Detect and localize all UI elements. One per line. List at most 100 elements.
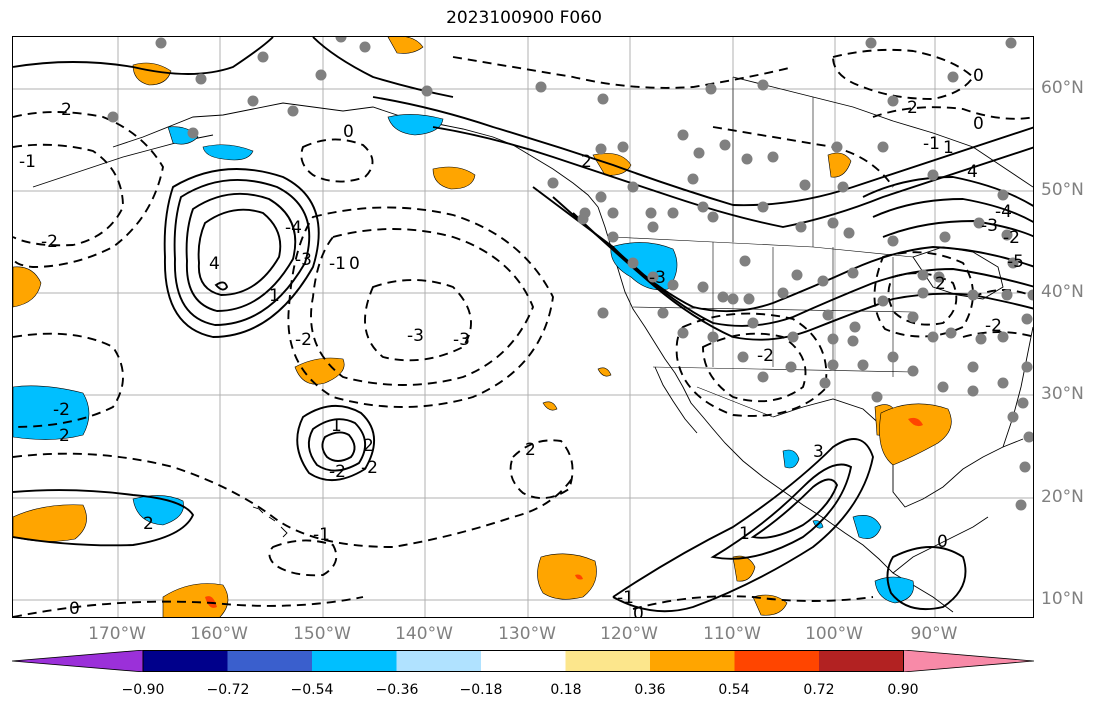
contour-label: -1 [923,134,940,154]
station-dot [647,271,659,283]
station-dot [1021,361,1033,373]
contour-label: 0 [973,114,984,134]
station-dot [767,151,779,163]
contour-label: 0 [937,532,948,552]
station-dot [827,217,839,229]
station-dot [791,269,803,281]
contour-label: 2 [143,514,154,534]
station-dot [627,181,639,193]
contour-label: -2 [361,458,378,478]
map-panel: 2 -1 -2 -4 4 -3 -1 0 -2 1 2 -3 -3 0 -2 2 -2 -2 1 2 2 -1 0 -1 0 1 3… [12,36,1034,618]
station-dot [973,217,985,229]
neg-region-alaska [387,114,444,136]
positive-contours [13,37,1033,613]
station-dot [997,377,1009,389]
colorbar-tick-label: 0.72 [803,682,835,698]
contour-labels: 2-1-2-44 -3 -1 0-212-3 -30-22-2-2122-10-1013… [19,66,1024,617]
pos-region-pacific2 [542,401,558,411]
station-dot [705,83,717,95]
station-dot [595,191,607,203]
station-dot [257,51,269,63]
station-dot [927,169,939,181]
colorbar-segment [650,650,735,672]
station-dot [917,287,929,299]
lon-label: 120°W [600,624,658,644]
colorbar-segment [734,650,820,672]
station-dot [927,331,939,343]
pos-region-bc [432,166,476,190]
contour-label: -2 [1003,228,1020,248]
contour-label: -1 [313,525,330,545]
strong-pos-tropics2 [575,574,583,580]
station-dot [1001,289,1013,301]
contour-label: -1 [329,254,346,274]
neg-region-rockies [610,242,678,291]
station-dot [627,257,639,269]
station-dot [757,371,769,383]
lon-label: 170°W [88,624,146,644]
pos-region-ak2 [387,37,424,54]
colorbar-tick-label: −0.36 [375,682,419,698]
station-dot [707,211,719,223]
station-dot [1017,397,1029,409]
station-dot [1023,431,1033,443]
station-dot [647,221,659,233]
station-dot [997,189,1009,201]
contour-label: 2 [935,274,946,294]
lon-label: 130°W [498,624,556,644]
station-dot [421,85,433,97]
pos-region-left [13,266,42,308]
strong-pos-fl [908,417,923,427]
coastlines [32,76,1033,613]
contour-label: 1 [269,286,280,306]
contour-label: -4 [285,218,302,238]
colorbar-tick-label: −0.72 [206,682,250,698]
station-dot [607,207,619,219]
station-dot [933,271,945,283]
colorbar-segment [227,650,313,672]
contour-label: 2 [363,436,374,456]
contour-label: -4 [995,202,1012,222]
neg-region-gulf2 [202,144,254,161]
station-dot [877,295,889,307]
map-title: 2023100900 F060 [446,8,602,28]
station-dot [777,287,789,299]
neg-region-ca1 [852,515,882,539]
colorbar-segment [312,650,397,672]
station-dot [967,361,979,373]
station-dot [1007,257,1019,269]
station-dot [819,377,831,389]
station-dot [843,227,855,239]
contour-label: 3 [813,442,824,462]
station-dot [1007,411,1019,423]
contour-label: 0 [973,66,984,86]
colorbar-segment [396,650,482,672]
colorbar-extend-min [12,650,145,672]
contour-label: -2 [329,462,346,482]
observation-dots [107,37,1033,511]
colorbar-tick-label: 0.18 [550,682,582,698]
lat-label: 10°N [1041,589,1084,609]
alaska-coast [112,102,599,208]
baja [654,366,698,434]
station-dot [799,179,811,191]
lon-label: 160°W [190,624,248,644]
contour-label: -3 [649,268,666,288]
lat-label: 50°N [1041,180,1084,200]
station-dot [831,141,843,153]
station-dot [827,359,839,371]
pos-region-hudson [827,152,852,178]
west-coast-na [597,206,954,613]
contour-label: -3 [295,250,312,270]
station-dot [693,147,705,159]
contour-label: -1 [19,152,36,172]
station-dot [947,71,959,83]
contour-label: -3 [981,216,998,236]
east-coast [1002,326,1033,448]
station-dot [887,351,899,363]
contour-label: -5 [1007,252,1024,272]
contour-label: -2 [757,346,774,366]
pos-region-ak1 [132,62,172,86]
station-dot [1019,461,1031,473]
station-dot [743,293,755,305]
